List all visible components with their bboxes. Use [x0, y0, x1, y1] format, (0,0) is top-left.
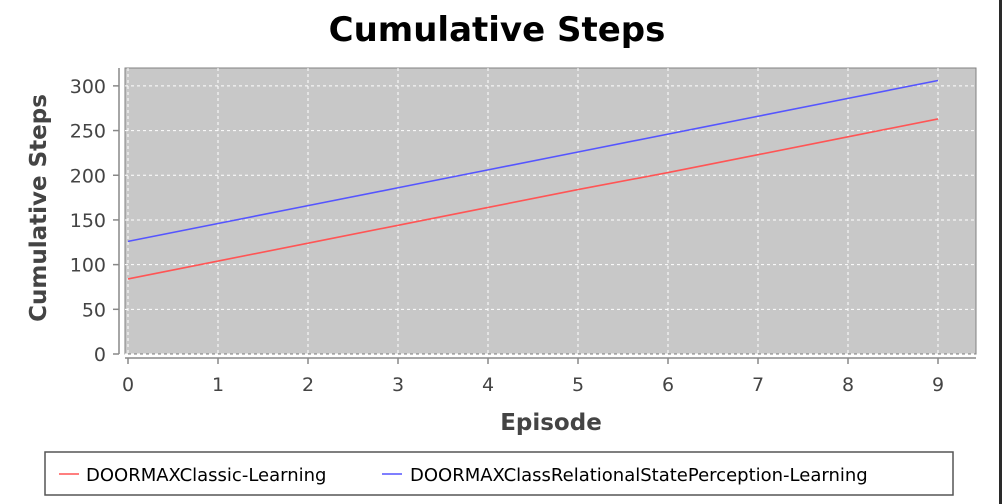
y-tick-label: 150	[70, 210, 106, 232]
x-tick-label: 0	[122, 374, 134, 396]
x-tick-label: 9	[932, 374, 944, 396]
y-tick-label: 300	[70, 76, 106, 98]
y-tick-label: 50	[82, 299, 106, 321]
x-ticks: 0 1 2 3 4 5 6 7 8 9	[122, 358, 944, 396]
window-edge	[999, 0, 1002, 504]
legend: DOORMAXClassic-Learning DOORMAXClassRela…	[44, 451, 954, 496]
x-tick-label: 7	[752, 374, 764, 396]
grid	[125, 68, 976, 355]
chart-title: Cumulative Steps	[329, 10, 666, 50]
series-lines	[127, 79, 939, 280]
x-axis-label: Episode	[500, 410, 602, 436]
axes	[118, 68, 976, 359]
x-tick-label: 8	[842, 374, 854, 396]
series-line-1	[127, 79, 939, 243]
x-tick-label: 6	[662, 374, 674, 396]
x-tick-label: 4	[482, 374, 494, 396]
x-tick-label: 1	[212, 374, 224, 396]
series-line-0	[127, 118, 939, 280]
legend-label-doormaxclassic: DOORMAXClassic-Learning	[86, 465, 326, 486]
x-tick-label: 2	[302, 374, 314, 396]
legend-label-doormaxclassrelational: DOORMAXClassRelationalStatePerception-Le…	[410, 465, 868, 486]
legend-box	[44, 451, 954, 496]
y-tick-label: 100	[70, 255, 106, 277]
plot-area	[124, 67, 977, 355]
y-axis-label: Cumulative Steps	[26, 94, 52, 322]
y-tick-label: 250	[70, 121, 106, 143]
y-tick-label: 0	[94, 344, 106, 366]
x-tick-label: 3	[392, 374, 404, 396]
y-tick-label: 200	[70, 165, 106, 187]
x-tick-label: 5	[572, 374, 584, 396]
y-ticks: 0 50 100 150 200 250 300	[70, 76, 119, 366]
